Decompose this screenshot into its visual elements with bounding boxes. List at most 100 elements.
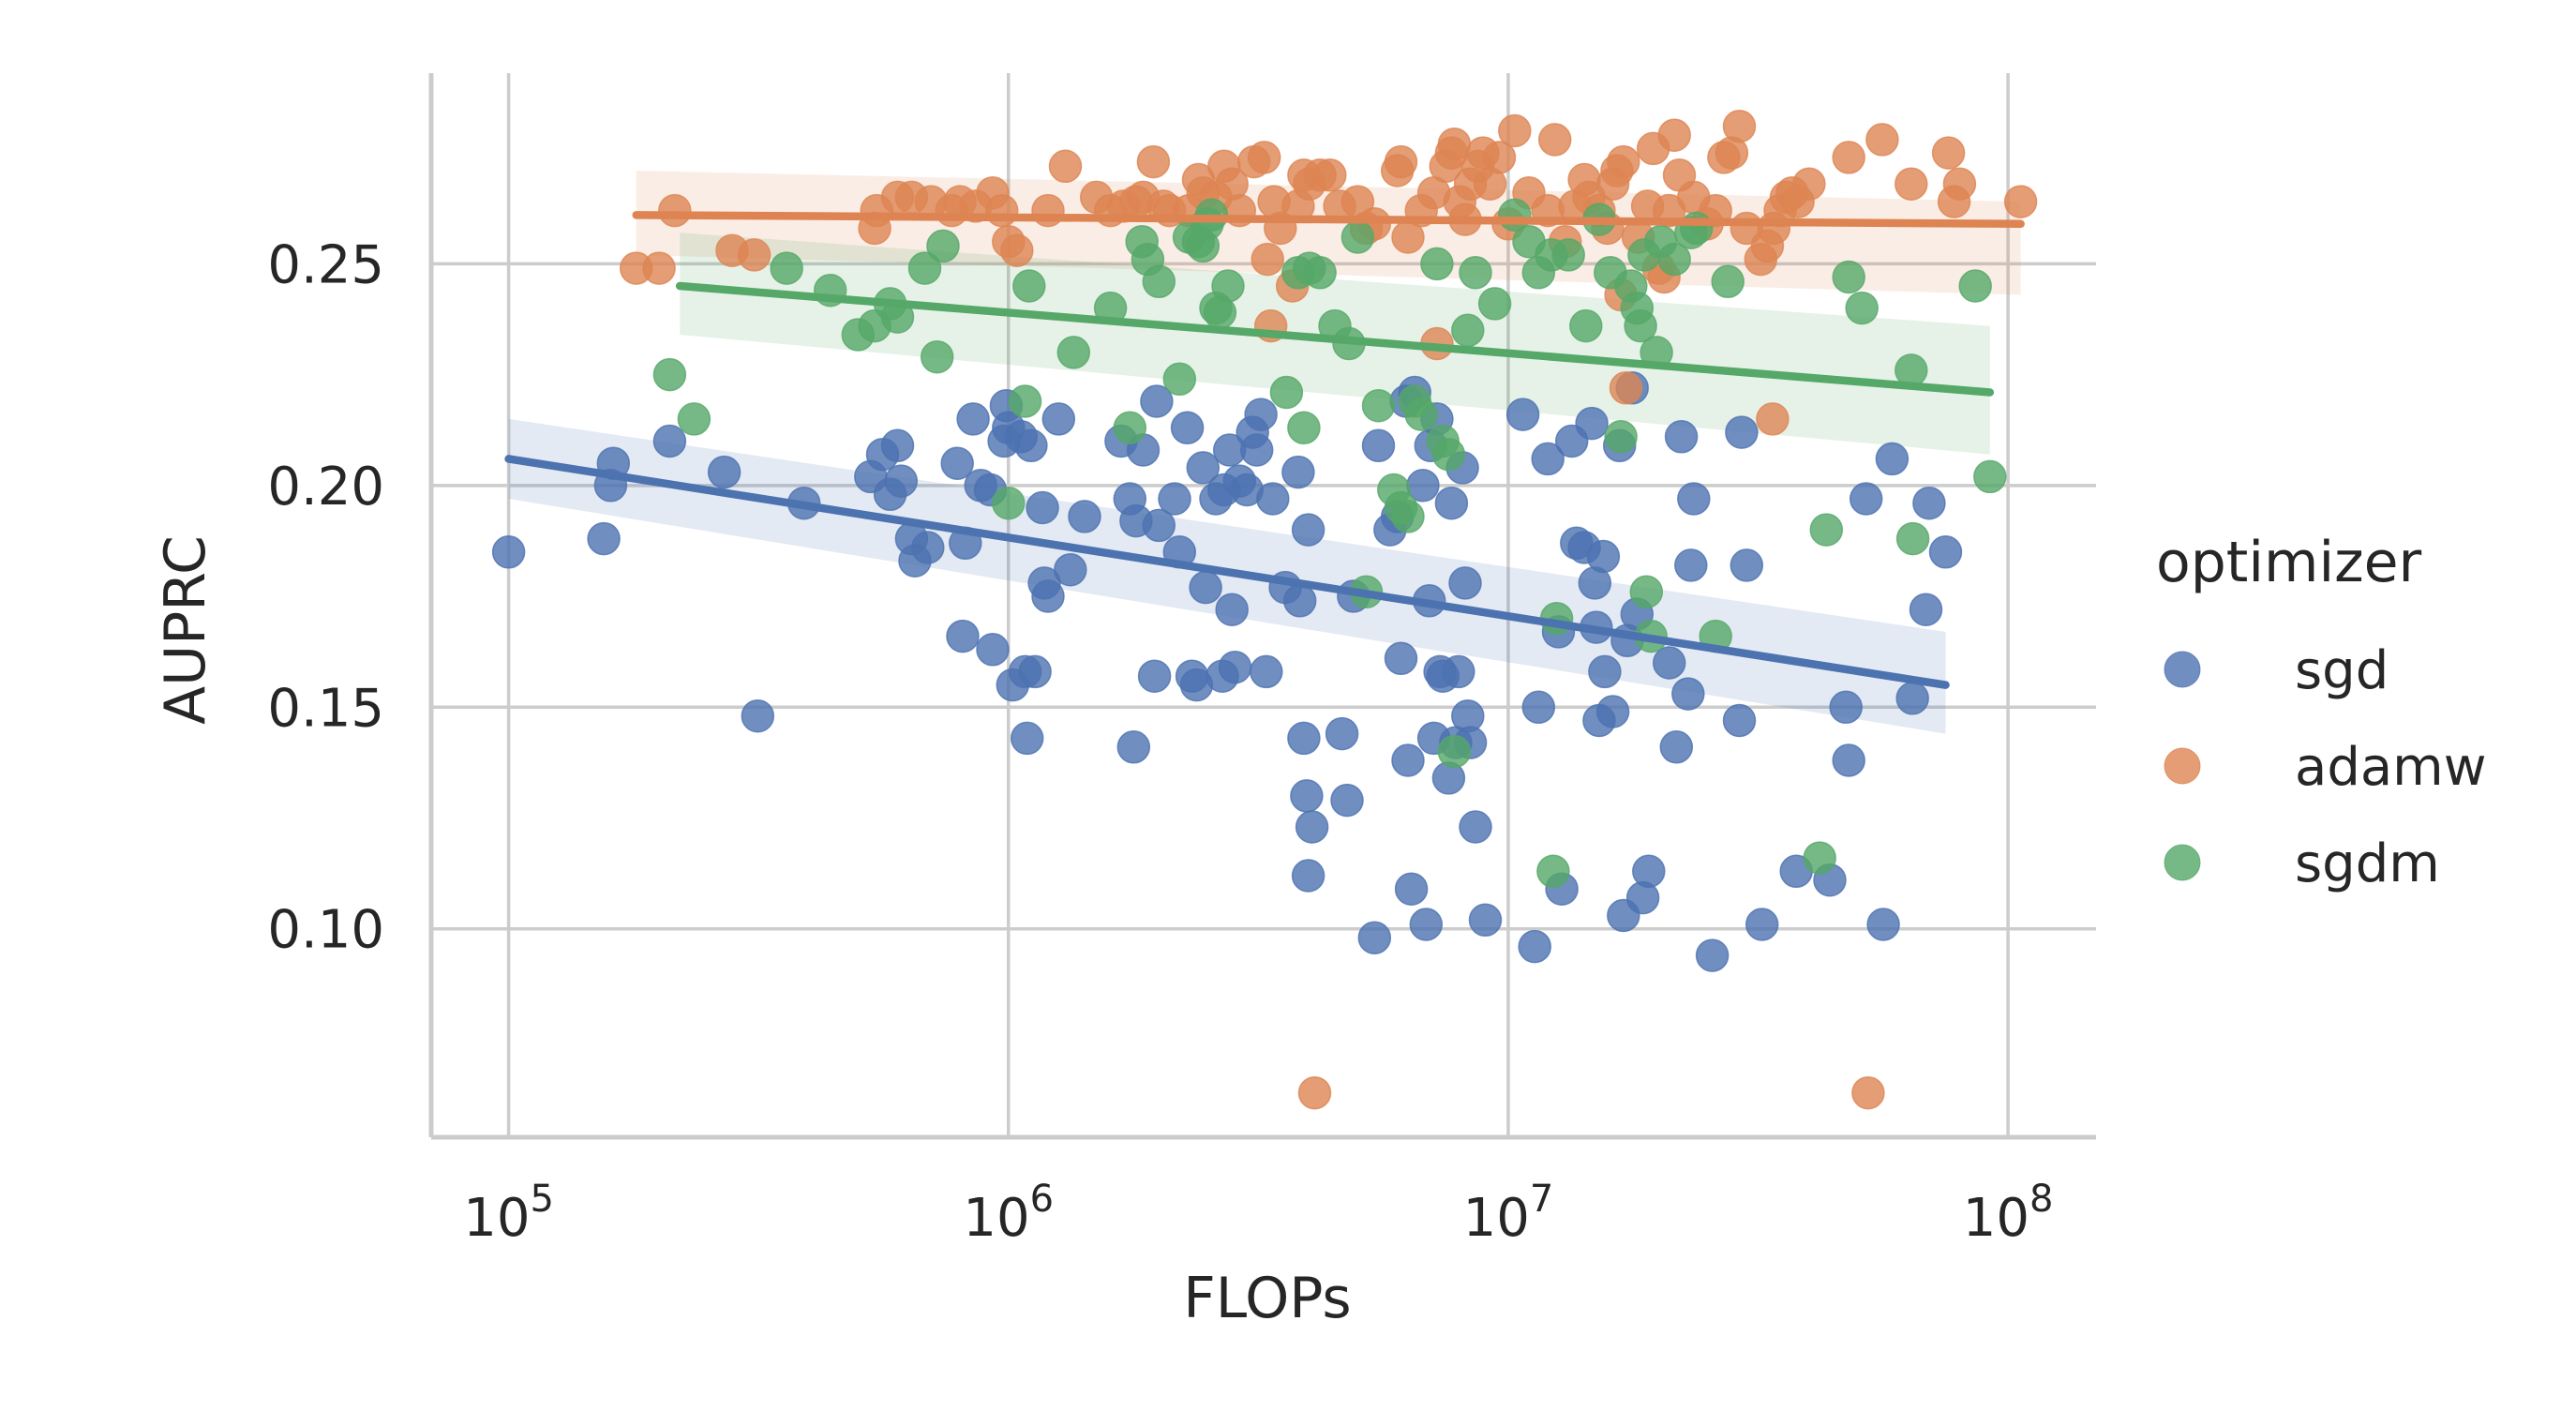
x-tick-label: 105 xyxy=(463,1178,554,1249)
point-sgdm xyxy=(1803,841,1836,875)
point-sgd xyxy=(1031,579,1065,613)
point-adamw xyxy=(1437,127,1472,161)
regression-lines xyxy=(504,211,2025,689)
point-sgd xyxy=(1250,654,1283,689)
point-sgd xyxy=(1468,903,1503,938)
point-sgdm xyxy=(1420,247,1454,281)
point-sgdm xyxy=(1056,336,1091,369)
point-sgd xyxy=(1361,428,1396,463)
point-adamw xyxy=(1031,193,1065,228)
point-sgdm xyxy=(1477,287,1512,321)
point-sgdm xyxy=(1361,388,1396,423)
point-sgdm xyxy=(1303,256,1337,290)
point-sgd xyxy=(1291,513,1325,547)
point-sgdm xyxy=(1958,269,1992,303)
point-adamw xyxy=(1247,141,1281,174)
legend-marker-sgd xyxy=(2164,651,2201,688)
point-adamw xyxy=(1136,144,1171,179)
x-axis-label: FLOPs xyxy=(1183,1266,1351,1331)
point-sgd xyxy=(1875,442,1910,476)
point-sgd xyxy=(1730,548,1764,582)
point-sgd xyxy=(1282,584,1317,618)
point-adamw xyxy=(642,251,676,285)
point-adamw xyxy=(737,238,771,272)
point-sgd xyxy=(1014,428,1048,463)
point-sgdm xyxy=(1287,411,1321,445)
point-sgd xyxy=(1281,455,1315,489)
point-sgdm xyxy=(920,339,954,374)
point-sgdm xyxy=(1404,398,1438,431)
point-adamw xyxy=(1756,402,1790,436)
point-sgd xyxy=(1041,402,1076,436)
fit-line-adamw xyxy=(632,211,2025,229)
x-tick-label: 106 xyxy=(963,1178,1054,1249)
fit-line-sgd xyxy=(504,455,1950,689)
point-sgd xyxy=(1026,490,1059,525)
point-sgdm xyxy=(1269,375,1304,410)
point-adamw xyxy=(2003,185,2038,218)
point-sgd xyxy=(1434,486,1469,520)
point-sgdm xyxy=(1832,260,1865,294)
point-sgd xyxy=(911,531,945,564)
legend: optimizer sgd adamw sgdm xyxy=(2156,530,2487,894)
point-sgd xyxy=(1290,779,1324,813)
point-adamw xyxy=(1000,233,1034,267)
point-sgd xyxy=(1725,415,1759,449)
point-sgd xyxy=(741,698,775,733)
point-sgd xyxy=(1325,716,1359,751)
point-sgd xyxy=(1849,482,1883,516)
point-sgd xyxy=(1895,682,1929,715)
point-sgdm xyxy=(907,251,942,285)
point-adamw xyxy=(658,193,692,228)
point-sgd xyxy=(1158,482,1191,516)
point-adamw xyxy=(1722,109,1757,143)
point-adamw xyxy=(1537,123,1572,157)
point-sgdm xyxy=(1624,308,1657,343)
axes xyxy=(428,73,2096,1140)
point-sgdm xyxy=(1113,411,1147,445)
point-sgd xyxy=(1244,398,1278,431)
point-sgd xyxy=(1256,482,1290,516)
point-adamw xyxy=(1865,123,1899,157)
legend-label-sgd: sgd xyxy=(2295,640,2389,701)
point-sgdm xyxy=(1211,269,1245,303)
point-sgd xyxy=(1170,411,1205,445)
point-sgdm xyxy=(1711,264,1745,299)
point-sgdm xyxy=(1809,513,1844,547)
point-sgdm xyxy=(1340,220,1375,254)
point-sgdm xyxy=(1437,734,1472,769)
point-sgd xyxy=(1330,783,1364,818)
point-sgd xyxy=(1448,566,1482,600)
point-sgd xyxy=(1137,659,1172,693)
x-tick-label: 108 xyxy=(1963,1178,2054,1249)
point-sgdm xyxy=(652,357,687,392)
point-sgd xyxy=(1912,486,1946,520)
point-sgd xyxy=(1588,654,1622,689)
point-sgd xyxy=(946,619,980,653)
y-tick-label: 0.10 xyxy=(267,900,384,961)
point-sgd xyxy=(1291,859,1325,893)
point-sgd xyxy=(1442,654,1475,689)
point-sgd xyxy=(1722,703,1757,738)
point-sgd xyxy=(1215,593,1249,626)
grid xyxy=(431,73,2096,1137)
point-adamw xyxy=(1895,167,1928,201)
point-sgd xyxy=(976,633,1010,667)
x-tick-label: 107 xyxy=(1463,1178,1554,1249)
y-tick-label: 0.20 xyxy=(267,457,384,518)
point-sgdm xyxy=(1536,854,1570,889)
point-sgdm xyxy=(992,486,1026,520)
point-sgd xyxy=(1357,921,1392,954)
legend-marker-adamw xyxy=(2164,747,2201,785)
point-sgdm xyxy=(1679,211,1714,246)
point-adamw xyxy=(1048,149,1083,184)
point-sgdm xyxy=(1012,269,1046,303)
point-sgd xyxy=(587,521,621,556)
point-sgd xyxy=(1394,872,1429,906)
point-sgd xyxy=(1010,721,1044,756)
point-sgd xyxy=(1018,654,1052,689)
tick-labels: 105 106 107 108 0.10 0.15 0.20 0.25 xyxy=(267,234,2053,1249)
y-axis-label: AUPRC xyxy=(153,535,218,725)
